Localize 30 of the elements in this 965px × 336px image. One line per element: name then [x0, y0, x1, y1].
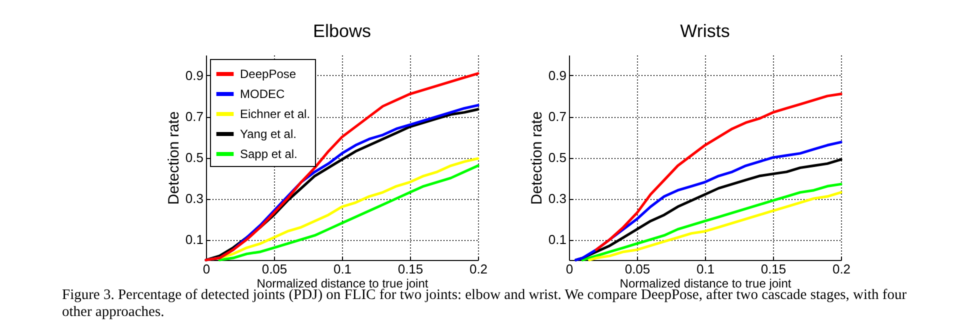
legend-label: Sapp et al. — [240, 147, 298, 161]
y-tick-label: 0.7 — [548, 109, 566, 124]
y-tick-label: 0.7 — [185, 109, 204, 124]
legend-label: Eichner et al. — [240, 107, 310, 121]
x-tick-label: 0.2 — [469, 262, 488, 276]
x-tick-label: 0.05 — [624, 262, 650, 276]
y-tick-label: 0.9 — [185, 68, 204, 83]
x-tick-label: 0.05 — [262, 262, 288, 276]
x-tick-label: 0.1 — [333, 262, 352, 276]
x-tick-label: 0 — [202, 262, 210, 276]
y-tick-label: 0.3 — [548, 191, 566, 206]
legend-label: MODEC — [240, 87, 285, 101]
legend-label: DeepPose — [240, 67, 296, 81]
y-tick-label: 0.1 — [185, 232, 204, 247]
legend-label: Yang et al. — [240, 127, 296, 141]
y-axis-title: Detection rate — [528, 111, 546, 205]
x-tick-label: 0.2 — [832, 262, 851, 276]
x-tick-label: 0.15 — [398, 262, 424, 276]
chart-title: Elbows — [312, 21, 372, 41]
line-series — [594, 92, 842, 252]
y-tick-label: 0.1 — [548, 232, 566, 247]
x-tick-label: 0.1 — [696, 262, 715, 276]
y-tick-label: 0.5 — [548, 150, 566, 165]
chart-title: Wrists — [680, 21, 730, 41]
y-tick-label: 0.9 — [548, 68, 566, 83]
x-tick-label: 0.15 — [760, 262, 786, 276]
y-tick-label: 0.5 — [185, 150, 204, 165]
y-axis-title: Detection rate — [165, 111, 182, 205]
y-tick-label: 0.3 — [185, 191, 204, 206]
x-tick-label: 0 — [566, 262, 574, 276]
